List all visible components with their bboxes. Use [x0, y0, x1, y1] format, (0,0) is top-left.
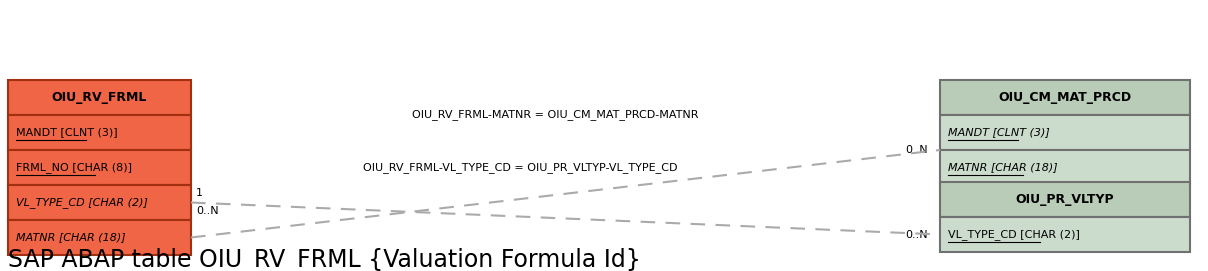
- FancyBboxPatch shape: [940, 150, 1190, 185]
- Text: MATNR [CHAR (18)]: MATNR [CHAR (18)]: [16, 233, 126, 243]
- Text: OIU_CM_MAT_PRCD: OIU_CM_MAT_PRCD: [999, 91, 1132, 104]
- Text: 0..N: 0..N: [905, 230, 928, 240]
- Text: OIU_RV_FRML-MATNR = OIU_CM_MAT_PRCD-MATNR: OIU_RV_FRML-MATNR = OIU_CM_MAT_PRCD-MATN…: [412, 109, 698, 120]
- Text: 1: 1: [196, 188, 203, 198]
- FancyBboxPatch shape: [940, 80, 1190, 115]
- FancyBboxPatch shape: [8, 80, 191, 115]
- Text: FRML_NO [CHAR (8)]: FRML_NO [CHAR (8)]: [16, 162, 132, 173]
- FancyBboxPatch shape: [940, 217, 1190, 252]
- Text: VL_TYPE_CD [CHAR (2)]: VL_TYPE_CD [CHAR (2)]: [948, 229, 1080, 240]
- Text: 0..N: 0..N: [196, 205, 219, 215]
- FancyBboxPatch shape: [8, 150, 191, 185]
- Text: VL_TYPE_CD [CHAR (2)]: VL_TYPE_CD [CHAR (2)]: [16, 197, 147, 208]
- Text: 0..N: 0..N: [905, 145, 928, 155]
- Text: MANDT [CLNT (3)]: MANDT [CLNT (3)]: [16, 127, 117, 137]
- FancyBboxPatch shape: [940, 182, 1190, 217]
- Text: OIU_RV_FRML-VL_TYPE_CD = OIU_PR_VLTYP-VL_TYPE_CD: OIU_RV_FRML-VL_TYPE_CD = OIU_PR_VLTYP-VL…: [362, 163, 678, 173]
- Text: SAP ABAP table OIU_RV_FRML {Valuation Formula Id}: SAP ABAP table OIU_RV_FRML {Valuation Fo…: [8, 248, 641, 271]
- FancyBboxPatch shape: [940, 115, 1190, 150]
- FancyBboxPatch shape: [8, 185, 191, 220]
- Text: OIU_PR_VLTYP: OIU_PR_VLTYP: [1016, 193, 1114, 206]
- Text: OIU_RV_FRML: OIU_RV_FRML: [52, 91, 147, 104]
- Text: MATNR [CHAR (18)]: MATNR [CHAR (18)]: [948, 163, 1058, 173]
- Text: MANDT [CLNT (3)]: MANDT [CLNT (3)]: [948, 127, 1050, 137]
- FancyBboxPatch shape: [8, 115, 191, 150]
- FancyBboxPatch shape: [8, 220, 191, 255]
